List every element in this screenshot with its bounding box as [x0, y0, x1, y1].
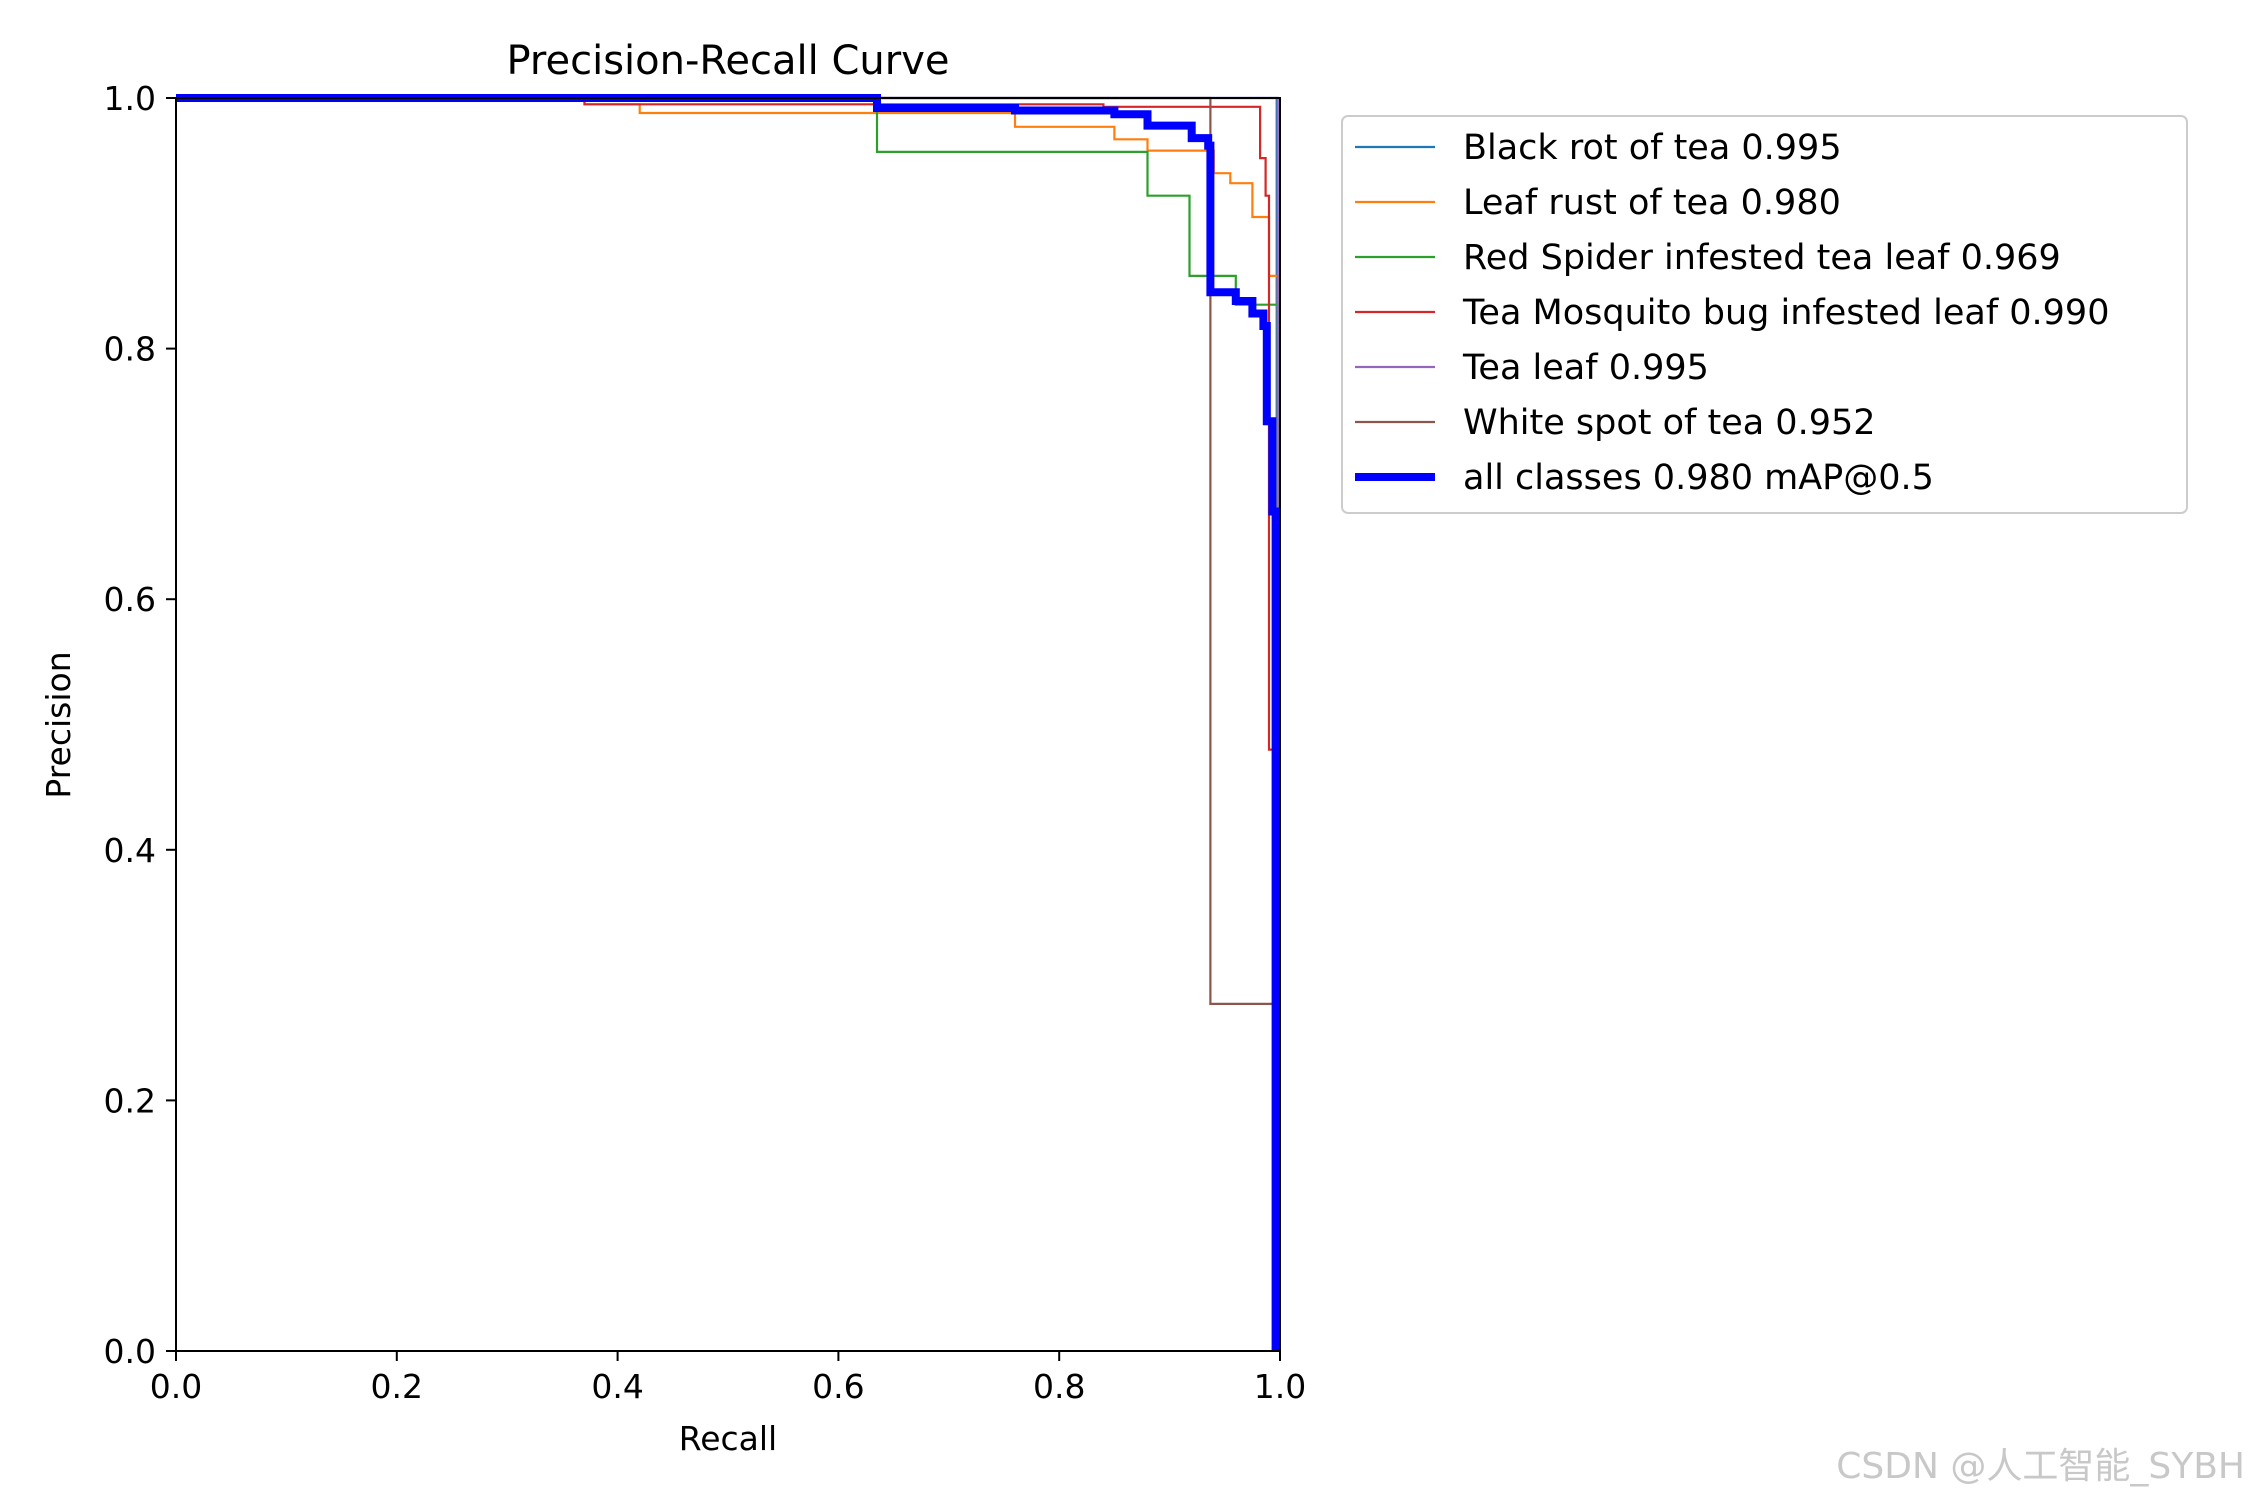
legend-label-4: Tea leaf 0.995 [1462, 348, 1709, 388]
series-line-4 [176, 96, 1279, 1289]
legend-label-5: White spot of tea 0.952 [1463, 403, 1876, 443]
chart-title: Precision-Recall Curve [507, 38, 950, 84]
series-line-6 [176, 94, 1280, 1351]
series-line-5 [176, 96, 1276, 1326]
x-tick-label: 0.8 [1033, 1367, 1085, 1406]
y-tick-label: 0.6 [104, 580, 156, 619]
series-line-2 [176, 96, 1279, 1326]
y-tick-label: 0.2 [104, 1081, 156, 1120]
legend-label-0: Black rot of tea 0.995 [1463, 128, 1842, 168]
x-axis: 0.0 0.2 0.4 0.6 0.8 1.0 [150, 1351, 1306, 1406]
legend-label-1: Leaf rust of tea 0.980 [1463, 183, 1841, 223]
y-axis: 0.0 0.2 0.4 0.6 0.8 1.0 [104, 79, 176, 1371]
watermark-text: CSDN @人工智能_SYBH [1836, 1446, 2245, 1487]
legend-label-2: Red Spider infested tea leaf 0.969 [1463, 238, 2061, 278]
x-tick-label: 1.0 [1254, 1367, 1306, 1406]
x-tick-label: 0.2 [371, 1367, 423, 1406]
y-tick-label: 1.0 [104, 79, 156, 118]
legend-box [1341, 115, 2188, 514]
x-tick-label: 0.4 [591, 1367, 643, 1406]
series-line-3 [176, 96, 1276, 1326]
series-line-0 [176, 96, 1281, 1352]
series-line-1 [176, 96, 1279, 1326]
x-axis-title: Recall [679, 1419, 777, 1458]
plot-series-group [176, 94, 1281, 1352]
y-axis-title: Precision [39, 651, 78, 798]
plot-frame [175, 97, 1281, 1352]
x-tick-label: 0.6 [812, 1367, 864, 1406]
x-tick-label: 0.0 [150, 1367, 202, 1406]
legend: Black rot of tea 0.995 Leaf rust of tea 0… [1341, 115, 2188, 514]
legend-label-6: all classes 0.980 mAP@0.5 [1463, 458, 1934, 498]
legend-label-3: Tea Mosquito bug infested leaf 0.990 [1462, 293, 2109, 333]
y-tick-label: 0.4 [104, 831, 156, 870]
y-tick-label: 0.0 [104, 1332, 156, 1371]
y-tick-label: 0.8 [104, 330, 156, 369]
